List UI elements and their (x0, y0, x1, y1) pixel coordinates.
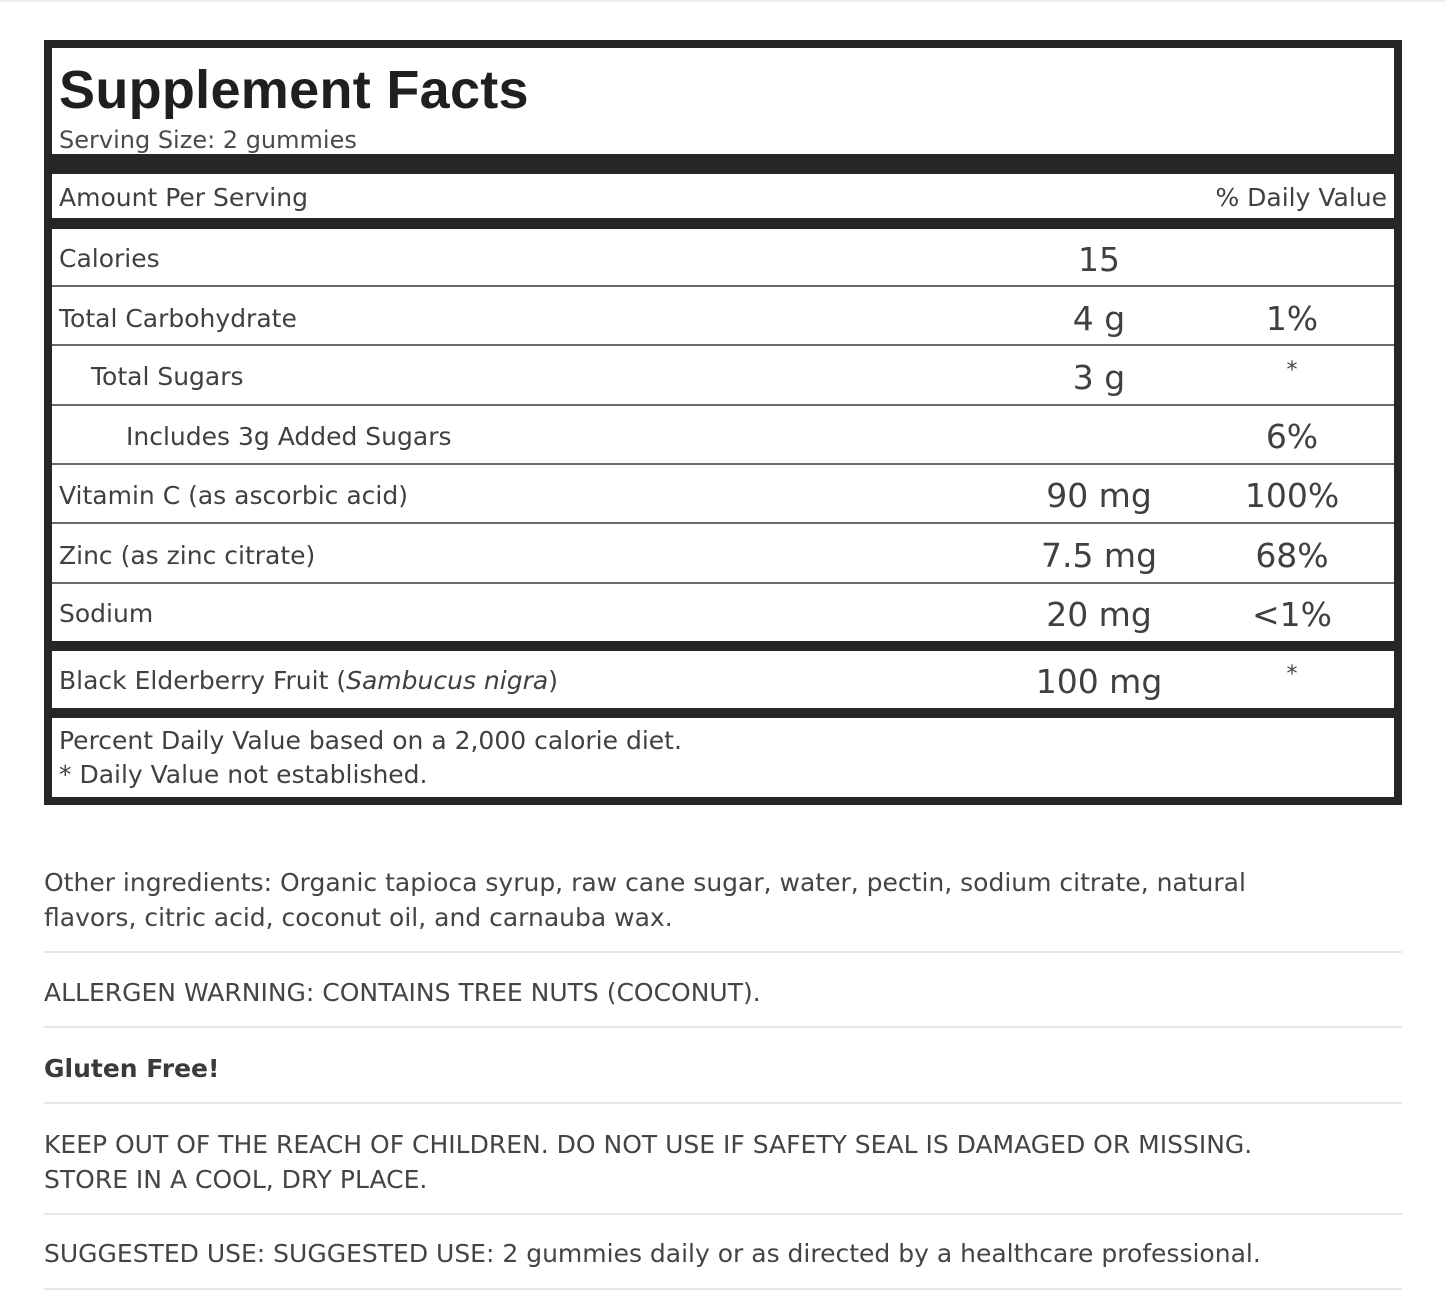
safety-warning-line-2: STORE IN A COOL, DRY PLACE. (44, 1165, 428, 1194)
thick-divider (52, 218, 1394, 229)
other-ingredients-line-2: flavors, citric acid, coconut oil, and c… (44, 903, 673, 932)
other-ingredients-line-1: Other ingredients: Organic tapioca syrup… (44, 868, 1246, 897)
row-label-vitamin-c: Vitamin C (as ascorbic acid) (59, 481, 408, 510)
safety-warning: KEEP OUT OF THE REACH OF CHILDREN. DO NO… (44, 1127, 1402, 1197)
elderberry-latin-name: Sambucus nigra (346, 666, 549, 695)
section-divider (44, 951, 1402, 953)
row-divider (52, 344, 1394, 346)
panel-title: Supplement Facts (59, 60, 529, 120)
gluten-free-note: Gluten Free! (44, 1054, 220, 1083)
row-label-elderberry: Black Elderberry Fruit (Sambucus nigra) (59, 666, 558, 696)
row-divider (52, 404, 1394, 406)
section-divider (44, 1102, 1402, 1104)
row-divider (52, 463, 1394, 465)
thick-divider (52, 708, 1394, 718)
thick-divider (52, 154, 1394, 174)
supplement-facts-panel: Supplement Facts Serving Size: 2 gummies… (44, 40, 1402, 805)
allergen-warning: ALLERGEN WARNING: CONTAINS TREE NUTS (CO… (44, 978, 761, 1007)
row-label-sodium: Sodium (59, 599, 154, 628)
serving-size: Serving Size: 2 gummies (59, 126, 357, 154)
footnote-not-established: * Daily Value not established. (59, 760, 428, 789)
row-divider (52, 522, 1394, 524)
row-label-added-sugars: Includes 3g Added Sugars (126, 422, 452, 451)
row-divider (52, 285, 1394, 287)
row-amount-total-carbohydrate: 4 g (1072, 299, 1126, 338)
row-dv-total-sugars: * (1286, 358, 1298, 383)
row-amount-total-sugars: 3 g (1072, 358, 1126, 397)
row-dv-sodium: <1% (1251, 595, 1332, 634)
elderberry-label-suffix: ) (548, 666, 558, 695)
row-amount-vitamin-c: 90 mg (1046, 476, 1152, 515)
row-label-total-carbohydrate: Total Carbohydrate (59, 304, 297, 333)
footnote-daily-value: Percent Daily Value based on a 2,000 cal… (59, 726, 682, 755)
row-dv-elderberry: * (1286, 662, 1298, 687)
suggested-use: SUGGESTED USE: SUGGESTED USE: 2 gummies … (44, 1239, 1261, 1268)
section-divider (44, 1213, 1402, 1215)
other-ingredients: Other ingredients: Organic tapioca syrup… (44, 865, 1402, 935)
row-amount-elderberry: 100 mg (1035, 662, 1163, 701)
row-dv-zinc: 68% (1255, 536, 1329, 575)
row-dv-total-carbohydrate: 1% (1265, 299, 1319, 338)
thick-divider (52, 641, 1394, 651)
section-divider (44, 1288, 1402, 1290)
row-divider (52, 582, 1394, 584)
daily-value-header: % Daily Value (1215, 183, 1387, 212)
row-amount-calories: 15 (1078, 240, 1120, 279)
row-dv-added-sugars: 6% (1265, 417, 1319, 456)
safety-warning-line-1: KEEP OUT OF THE REACH OF CHILDREN. DO NO… (44, 1130, 1253, 1159)
section-divider (44, 1026, 1402, 1028)
row-label-calories: Calories (59, 244, 160, 273)
amount-per-serving-header: Amount Per Serving (59, 183, 308, 212)
elderberry-label-prefix: Black Elderberry Fruit ( (59, 666, 347, 695)
row-label-zinc: Zinc (as zinc citrate) (59, 541, 316, 570)
row-label-total-sugars: Total Sugars (91, 362, 244, 391)
row-amount-sodium: 20 mg (1046, 595, 1152, 634)
row-amount-zinc: 7.5 mg (1040, 536, 1158, 575)
row-dv-vitamin-c: 100% (1244, 476, 1340, 515)
page-top-border (0, 0, 1445, 2)
